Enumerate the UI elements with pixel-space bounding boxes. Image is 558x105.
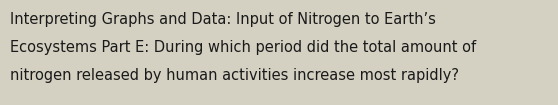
Text: Ecosystems Part E: During which period did the total amount of: Ecosystems Part E: During which period d… [10, 40, 476, 55]
Text: nitrogen released by human activities increase most rapidly?: nitrogen released by human activities in… [10, 68, 459, 83]
Text: Interpreting Graphs and Data: Input of Nitrogen to Earth’s: Interpreting Graphs and Data: Input of N… [10, 12, 436, 27]
